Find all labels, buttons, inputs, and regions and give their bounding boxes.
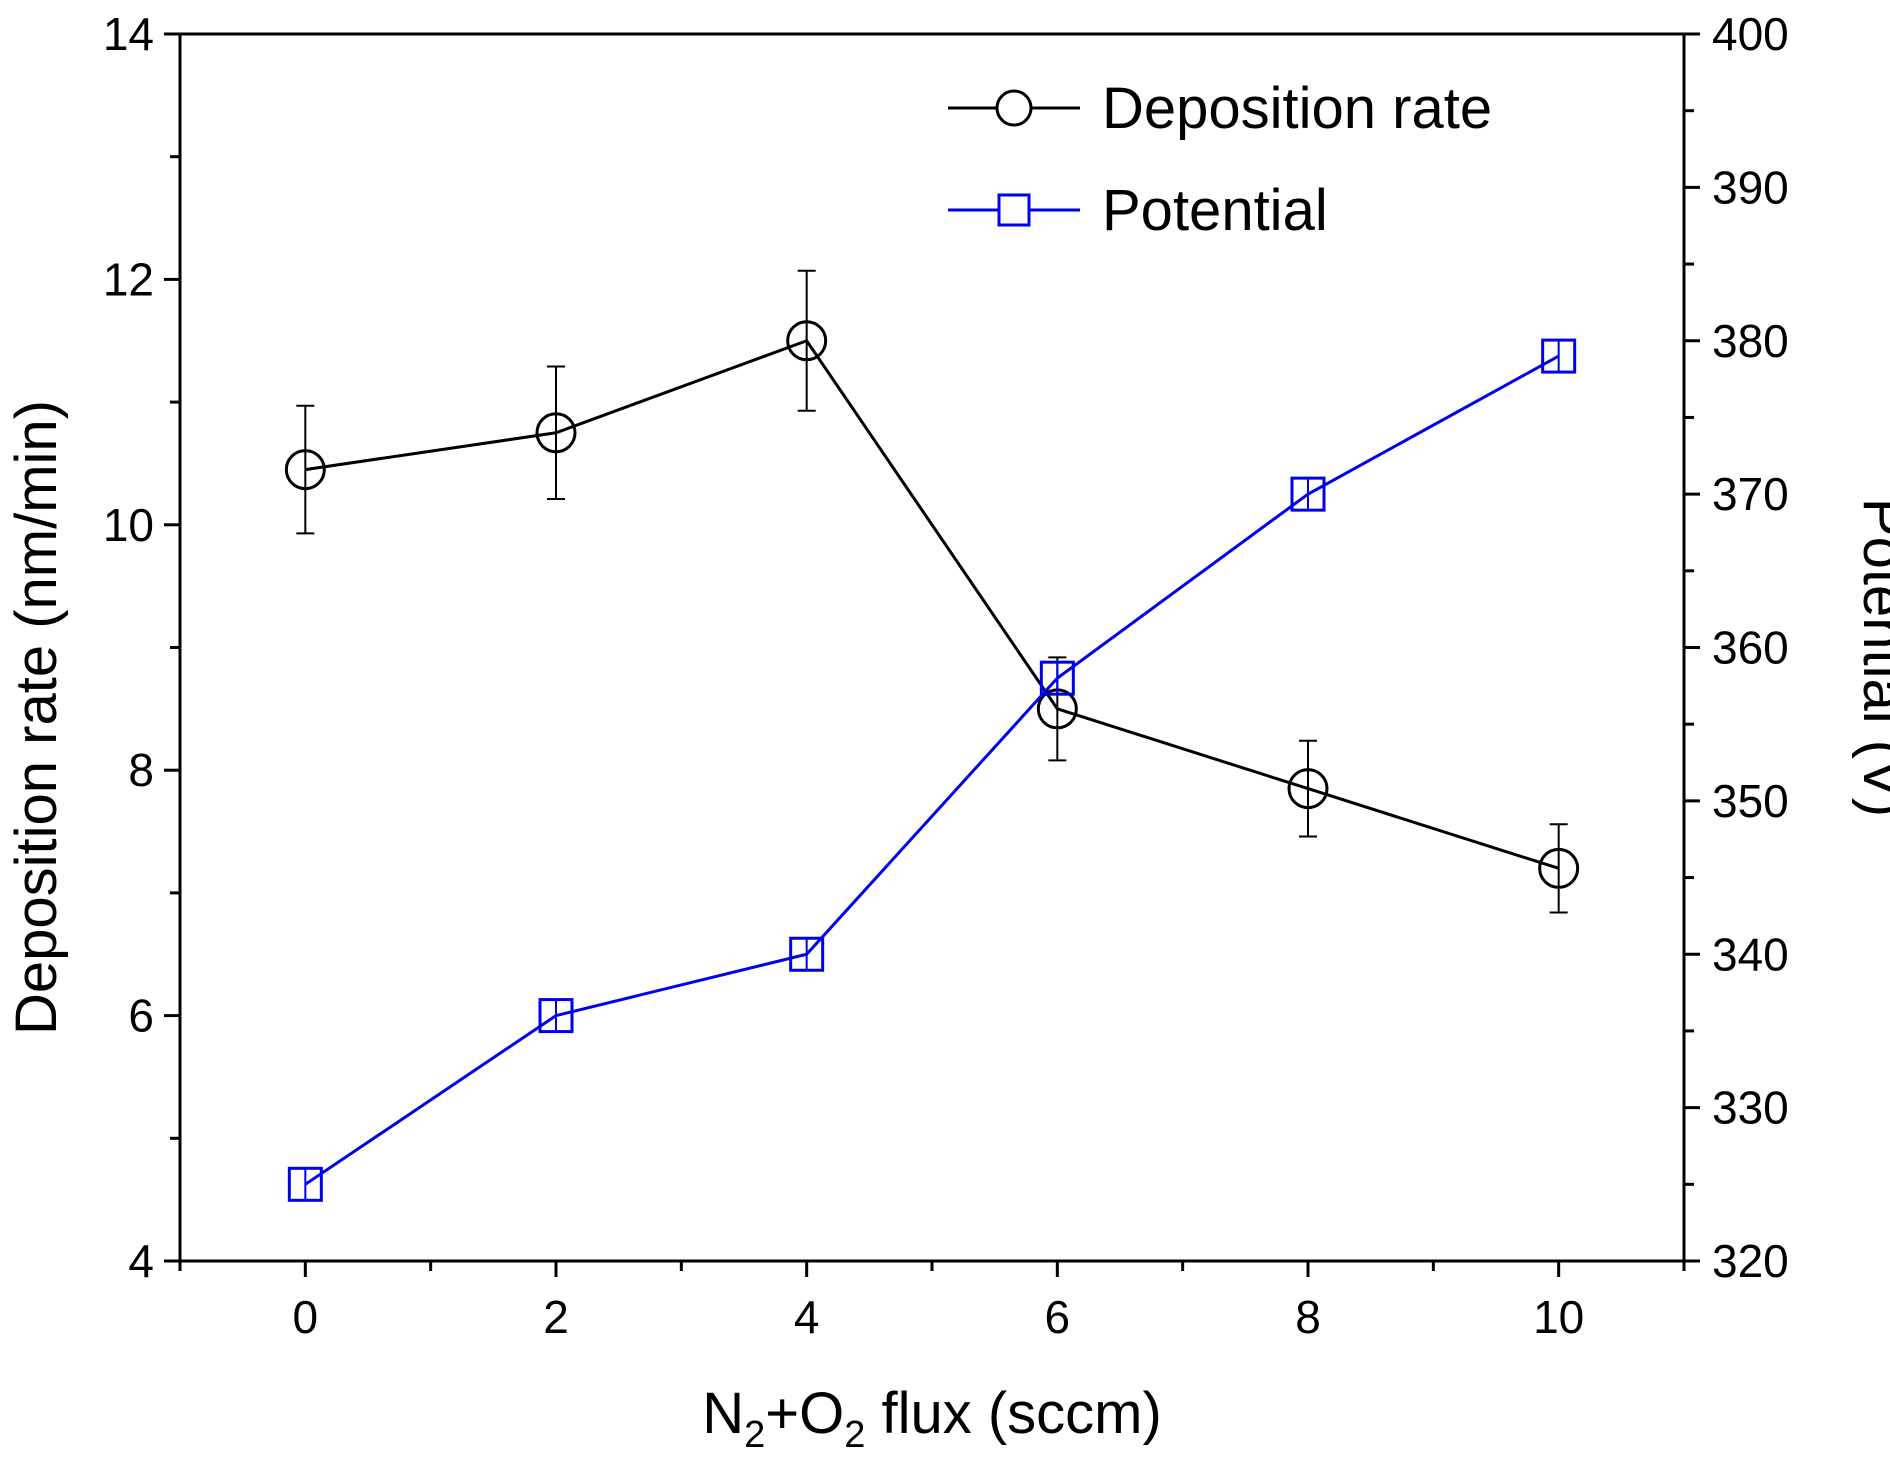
right-y-tick-label: 360 [1712, 622, 1789, 674]
right-y-axis-ticks: 320 330 340 350 360 370 380 390 400 [1684, 8, 1789, 1287]
series-potential [287, 338, 1577, 1202]
left-y-tick-label: 6 [128, 990, 154, 1042]
data-point [786, 320, 828, 362]
legend-item-deposition-rate: Deposition rate [948, 76, 1492, 141]
x-tick-label: 6 [1045, 1291, 1071, 1343]
x-tick-label: 4 [794, 1291, 820, 1343]
series-line [305, 338, 1560, 870]
legend-item-potential: Potential [948, 178, 1328, 243]
legend-marker-square [997, 193, 1031, 227]
left-y-tick-label: 8 [128, 744, 154, 796]
x-tick-label: 8 [1295, 1291, 1321, 1343]
series-line [304, 354, 1560, 1186]
x-tick-label: 2 [543, 1291, 569, 1343]
right-y-tick-label: 390 [1712, 161, 1789, 213]
left-y-tick-label: 10 [103, 499, 154, 551]
x-axis-title-rest: flux (sccm) [865, 1381, 1161, 1446]
right-y-tick-label: 380 [1712, 315, 1789, 367]
data-point [284, 449, 326, 491]
legend-label-deposition-rate: Deposition rate [1102, 76, 1492, 141]
legend-label-potential: Potential [1102, 178, 1328, 243]
x-axis-title: N2+O2 flux (sccm) [702, 1381, 1162, 1456]
left-y-axis-ticks: 4 6 8 10 12 14 [103, 8, 180, 1287]
series [284, 269, 1580, 1202]
right-y-tick-label: 320 [1712, 1235, 1789, 1287]
x-axis-title-sub2: 2 [844, 1414, 865, 1456]
right-y-tick-label: 330 [1712, 1082, 1789, 1134]
x-axis-ticks: 0 2 4 6 8 10 [178, 1261, 1686, 1343]
right-y-axis-title: Potential (V) [1851, 498, 1890, 817]
left-y-tick-label: 12 [103, 253, 154, 305]
right-y-tick-label: 350 [1712, 775, 1789, 827]
x-tick-label: 0 [293, 1291, 319, 1343]
x-axis-title-sub1: 2 [744, 1414, 765, 1456]
left-y-tick-label: 4 [128, 1235, 154, 1287]
left-y-axis-title: Deposition rate (nm/min) [4, 400, 69, 1035]
x-axis-title-o: +O [765, 1381, 844, 1446]
data-point [1538, 847, 1580, 889]
right-y-tick-label: 340 [1712, 928, 1789, 980]
right-y-tick-label: 370 [1712, 468, 1789, 520]
x-tick-label: 10 [1533, 1291, 1584, 1343]
legend: Deposition rate Potential [948, 76, 1492, 243]
right-y-tick-label: 400 [1712, 8, 1789, 60]
data-point [535, 412, 577, 454]
left-y-tick-label: 14 [103, 8, 154, 60]
data-point [1287, 768, 1329, 810]
legend-marker-circle [995, 89, 1033, 127]
x-axis-title-n: N [702, 1381, 744, 1446]
